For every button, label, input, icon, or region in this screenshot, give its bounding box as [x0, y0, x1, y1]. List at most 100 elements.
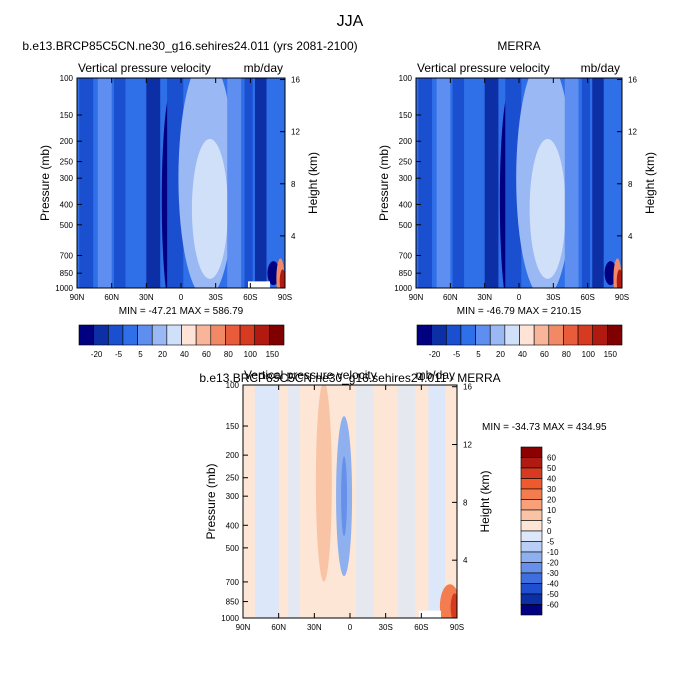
x-tick-label: 30S [546, 293, 560, 302]
y-tick-label: 300 [399, 174, 413, 183]
height-tick-label: 4 [463, 556, 468, 565]
x-tick-label: 90N [236, 623, 251, 632]
min-max-stats: MIN = -47.21 MAX = 586.79 [119, 306, 244, 317]
contour-band [254, 385, 279, 618]
colorbar-label: -5 [453, 350, 461, 359]
y-tick-label: 150 [399, 111, 413, 120]
colorbar-label: -10 [547, 548, 559, 557]
colorbar-label: 40 [547, 475, 556, 484]
colorbar-swatch [93, 324, 109, 346]
colorbar-swatch [592, 324, 608, 346]
contour-band [244, 78, 253, 288]
y-axis-label: Pressure (mb) [204, 463, 218, 539]
contour-blob [315, 385, 332, 582]
colorbar-swatch [520, 551, 543, 563]
colorbar-label: 10 [547, 506, 556, 515]
contour-band [452, 78, 465, 288]
contour-band [484, 78, 499, 288]
contour-band [428, 385, 446, 618]
colorbar-swatch [239, 324, 256, 346]
field-label: Vertical pressure velocity [417, 61, 550, 75]
colorbar-swatch [520, 604, 543, 616]
y-tick-label: 850 [60, 269, 74, 278]
colorbar-swatch [78, 324, 94, 346]
panel-1: b.e13.BRCP85C5CN.ne30_g16.sehires24.011 … [22, 39, 357, 359]
height-tick-label: 16 [291, 76, 300, 85]
min-max-stats: MIN = -46.79 MAX = 210.15 [457, 306, 582, 317]
colorbar-label: -5 [115, 350, 123, 359]
height-tick-label: 8 [291, 180, 296, 189]
height-tick-label: 12 [463, 441, 472, 450]
height-tick-label: 4 [628, 232, 633, 241]
colorbar-label: -5 [547, 538, 555, 547]
colorbar-label: -30 [547, 569, 559, 578]
y-axis-label: Pressure (mb) [38, 145, 52, 221]
x-tick-label: 30N [139, 293, 154, 302]
colorbar-swatch [520, 509, 543, 521]
y-tick-label: 100 [399, 74, 413, 83]
colorbar-label: 40 [180, 350, 189, 359]
colorbar-label: 30 [547, 485, 556, 494]
x-tick-label: 90S [450, 623, 464, 632]
y-tick-label: 200 [399, 137, 413, 146]
y-tick-label: 850 [399, 269, 413, 278]
contour-blob [191, 138, 228, 279]
contour-band [581, 78, 590, 288]
colorbar-label: 50 [547, 464, 556, 473]
colorbar-label: 5 [138, 350, 143, 359]
x-tick-label: 0 [348, 623, 353, 632]
y-tick-label: 500 [60, 221, 74, 230]
colorbar-swatch [225, 324, 241, 346]
x-tick-label: 0 [517, 293, 522, 302]
height-tick-label: 8 [463, 498, 468, 507]
colorbar-label: 20 [496, 350, 505, 359]
y-tick-label: 700 [399, 251, 413, 260]
y-tick-label: 250 [60, 158, 74, 167]
colorbar-swatch [520, 478, 543, 490]
x-tick-label: 90N [409, 293, 424, 302]
height-tick-label: 12 [291, 128, 300, 137]
colorbar-swatch [548, 324, 564, 346]
contour-band [564, 78, 579, 288]
colorbar-label: -50 [547, 590, 559, 599]
height-tick-label: 8 [628, 180, 633, 189]
colorbar-label: 40 [518, 350, 527, 359]
colorbar-swatch [416, 324, 432, 346]
y-tick-label: 400 [60, 200, 74, 209]
colorbar-label: 5 [476, 350, 481, 359]
contour-band [505, 78, 522, 288]
contour-band [227, 78, 242, 288]
figure-title: JJA [337, 13, 364, 30]
colorbar-swatch [254, 324, 270, 346]
colorbar-label: 150 [604, 350, 618, 359]
contour-band [97, 78, 112, 288]
contour-blob [529, 138, 566, 279]
plot-field [77, 78, 285, 288]
colorbar-swatch [520, 530, 543, 542]
colorbar-swatch [577, 324, 594, 346]
x-tick-label: 60S [581, 293, 595, 302]
colorbar-swatch [210, 324, 226, 346]
panel-title: b.e13.BRCP85C5CN.ne30_g16.sehires24.011 … [199, 371, 500, 385]
contour-band [146, 78, 161, 288]
missing-data [248, 281, 271, 288]
colorbar-label: 100 [244, 350, 258, 359]
y-tick-label: 300 [60, 174, 74, 183]
colorbar-label: 20 [547, 496, 556, 505]
colorbar-swatch [504, 324, 520, 346]
y-tick-label: 850 [226, 598, 240, 607]
colorbar-label: 150 [266, 350, 280, 359]
colorbar-swatch [460, 324, 476, 346]
contour-band [113, 78, 126, 288]
colorbar-swatch [122, 324, 138, 346]
y-tick-label: 700 [226, 578, 240, 587]
contour-band [355, 385, 374, 618]
colorbar-swatch [533, 324, 550, 346]
right-axis-label: Height (km) [643, 152, 657, 214]
colorbar-label: -20 [91, 350, 103, 359]
colorbar-swatch [520, 593, 543, 605]
y-tick-label: 700 [60, 251, 74, 260]
y-tick-label: 400 [399, 200, 413, 209]
contour-blob [279, 269, 285, 288]
